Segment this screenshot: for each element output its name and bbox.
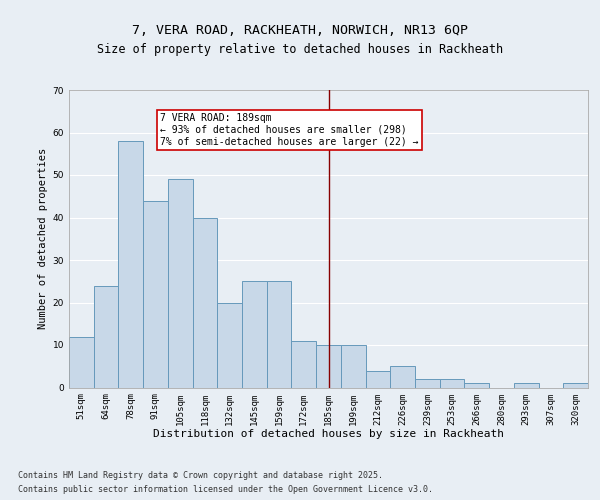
Bar [316, 345, 341, 388]
Bar [415, 379, 440, 388]
Bar [168, 180, 193, 388]
Bar [514, 383, 539, 388]
Bar [341, 345, 365, 388]
Text: 7 VERA ROAD: 189sqm
← 93% of detached houses are smaller (298)
7% of semi-detach: 7 VERA ROAD: 189sqm ← 93% of detached ho… [160, 114, 419, 146]
Bar [292, 341, 316, 388]
Text: Size of property relative to detached houses in Rackheath: Size of property relative to detached ho… [97, 44, 503, 57]
Bar [464, 383, 489, 388]
Bar [267, 281, 292, 388]
Text: Contains HM Land Registry data © Crown copyright and database right 2025.: Contains HM Land Registry data © Crown c… [18, 472, 383, 480]
Text: Contains public sector information licensed under the Open Government Licence v3: Contains public sector information licen… [18, 484, 433, 494]
Bar [440, 379, 464, 388]
Bar [69, 336, 94, 388]
Bar [390, 366, 415, 388]
Text: 7, VERA ROAD, RACKHEATH, NORWICH, NR13 6QP: 7, VERA ROAD, RACKHEATH, NORWICH, NR13 6… [132, 24, 468, 38]
X-axis label: Distribution of detached houses by size in Rackheath: Distribution of detached houses by size … [153, 429, 504, 439]
Bar [94, 286, 118, 388]
Bar [365, 370, 390, 388]
Bar [143, 200, 168, 388]
Bar [118, 141, 143, 388]
Bar [563, 383, 588, 388]
Bar [242, 281, 267, 388]
Y-axis label: Number of detached properties: Number of detached properties [38, 148, 49, 330]
Bar [217, 302, 242, 388]
Bar [193, 218, 217, 388]
